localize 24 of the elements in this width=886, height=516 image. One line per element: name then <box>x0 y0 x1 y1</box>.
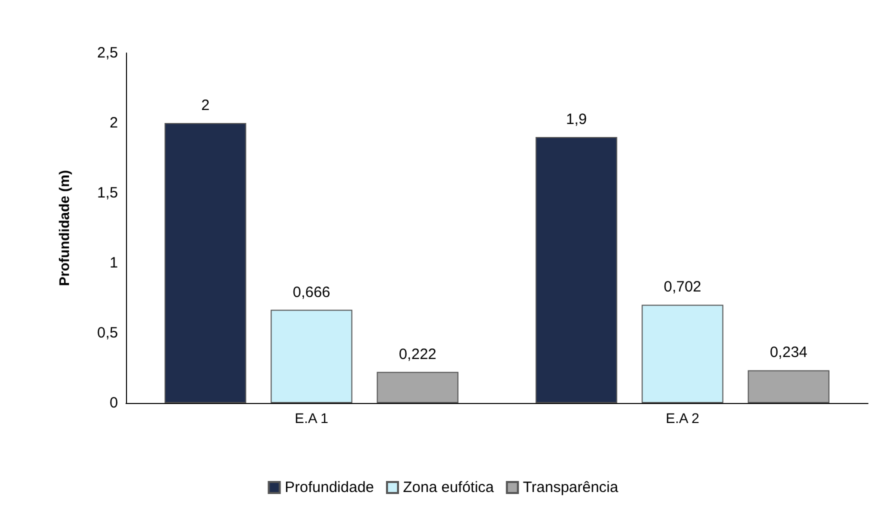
x-tick-label: E.A 2 <box>666 410 700 426</box>
data-label: 0,234 <box>770 344 808 362</box>
bar <box>164 123 246 403</box>
data-label: 2 <box>201 97 210 114</box>
data-label: 0,702 <box>664 278 702 296</box>
bar <box>376 372 458 403</box>
y-tick-label: 0 <box>110 394 118 412</box>
data-label: 0,222 <box>398 346 436 363</box>
legend-label: Zona eufótica <box>403 479 495 496</box>
y-tick-label: 0,5 <box>97 324 118 342</box>
y-tick-label: 2 <box>110 114 118 132</box>
bar <box>270 310 352 403</box>
y-tick-label: 2,5 <box>97 44 118 62</box>
legend-label: Profundidade <box>284 479 374 496</box>
legend-label: Transparência <box>522 479 619 496</box>
y-tick-label: 1 <box>110 254 118 272</box>
bar <box>536 137 618 403</box>
data-label: 0,666 <box>292 284 330 301</box>
y-axis-title: Profundidade (m) <box>56 170 72 286</box>
bar <box>748 370 830 403</box>
bar <box>642 304 724 403</box>
y-tick-label: 1,5 <box>97 184 118 202</box>
data-label: 1,9 <box>566 111 587 128</box>
x-tick-label: E.A 1 <box>294 410 328 426</box>
